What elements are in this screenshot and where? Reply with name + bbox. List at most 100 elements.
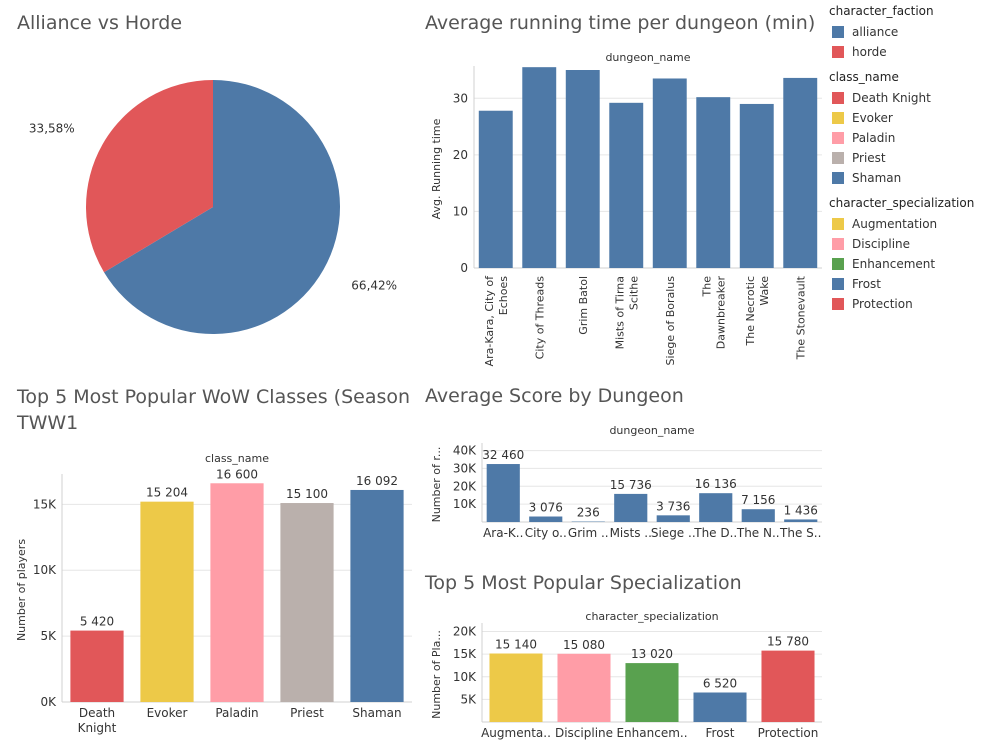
y-tick-label: 0 [460,261,468,275]
x-tick-label: The [700,276,713,298]
legend-item-paladin[interactable]: Paladin [829,128,994,148]
bar-ara-kara-city-of-echoes [486,464,520,522]
x-tick-label: Wake [758,276,771,306]
bar-value-label: 7 156 [741,493,775,507]
bar-death-knight [70,630,124,702]
x-tick-label: Death [79,706,115,720]
legend-item-alliance[interactable]: alliance [829,22,994,42]
legend-swatch [832,152,844,164]
legend-group-specialization: character_specialization Augmentation Di… [829,196,994,314]
y-tick-label: 0K [40,695,57,709]
bar-frost [693,692,747,722]
classes-chart-title: Top 5 Most Popular WoW Classes (Season T… [17,386,411,434]
bar-ara-kara-city-of-echoes [478,110,513,268]
bar-siege-of-boralus [652,78,687,268]
bar-value-label: 236 [577,506,600,520]
x-tick-label: Siege of Boralus [664,276,677,366]
bar-value-label: 15 100 [286,487,328,501]
bar-mists-of-tirna-scithe [614,493,648,522]
x-tick-label: Scithe [627,276,640,310]
x-tick-label: Protection [758,726,819,740]
legend-item-death-knight[interactable]: Death Knight [829,88,994,108]
legend-item-horde[interactable]: horde [829,42,994,62]
legend-group-class: class_name Death Knight Evoker Paladin P… [829,70,994,188]
bar-value-label: 15 780 [767,635,809,649]
score-chart-title: Average Score by Dungeon [425,385,684,407]
x-tick-label: The N.. [736,526,780,540]
specs-chart-title: Top 5 Most Popular Specialization [425,572,742,594]
legend-item-priest[interactable]: Priest [829,148,994,168]
x-tick-label: Frost [706,726,735,740]
legend-swatch [832,218,844,230]
bar-shaman [350,489,404,702]
x-tick-label: Dawnbreaker [714,276,727,350]
x-tick-label: Grim .. [568,526,609,540]
x-tick-label: City of Threads [533,276,546,360]
chart-header: character_specialization [585,610,718,623]
legend-item-discipline[interactable]: Discipline [829,234,994,254]
legend-swatch [832,238,844,250]
y-axis-title: Number of r... [430,447,443,523]
legend-item-enhancement[interactable]: Enhancement [829,254,994,274]
x-tick-label: Echoes [497,276,510,315]
x-tick-label: Mists .. [610,526,652,540]
bar-protection [761,650,815,722]
chart-header: dungeon_name [609,424,694,437]
bar-evoker [140,501,194,702]
legend-swatch [832,112,844,124]
y-tick-label: 20 [453,148,468,162]
y-tick-label: 30 [453,91,468,105]
legend-title: class_name [829,70,899,84]
legend-label: Enhancement [852,257,936,271]
legend-item-shaman[interactable]: Shaman [829,168,994,188]
legend-label: Priest [852,151,886,165]
legend-item-evoker[interactable]: Evoker [829,108,994,128]
bar-grim-batol [565,70,600,268]
pie-slice-horde [86,80,213,273]
y-tick-label: 5K [40,629,57,643]
bar-siege-of-boralus [656,515,690,522]
pie-slice-label: 66,42% [351,278,397,292]
legend-swatch [832,258,844,270]
legend-title: character_faction [829,4,934,18]
pie-slice-alliance [104,80,341,334]
y-tick-label: 20K [453,625,477,639]
x-tick-label: Enhancem.. [616,726,687,740]
bar-value-label: 16 136 [695,477,737,491]
legend-label: Augmentation [852,217,938,231]
bar-city-of-threads [522,67,557,269]
pie-slice-label: 33,58% [29,122,75,136]
y-tick-label: 40K [453,444,477,458]
runtime-chart-title: Average running time per dungeon (min) [425,12,816,34]
bar-mists-of-tirna-scithe [609,102,644,268]
bar-priest [280,503,334,702]
y-axis-title: Avg. Running time [430,118,443,219]
legend-item-protection[interactable]: Protection [829,294,994,314]
legend-item-frost[interactable]: Frost [829,274,994,294]
legend-swatch [832,46,844,58]
legend-swatch [832,278,844,290]
x-tick-label: Ara-K.. [483,526,523,540]
legend-label: Death Knight [852,91,931,105]
legend-item-augmentation[interactable]: Augmentation [829,214,994,234]
legend-swatch [832,132,844,144]
x-tick-label: Priest [290,706,324,720]
legend-label: Protection [852,297,913,311]
bar-value-label: 3 736 [656,499,690,513]
legend-swatch [832,26,844,38]
bar-value-label: 3 076 [529,501,563,515]
legend-label: alliance [852,25,899,39]
bar-the-necrotic-wake [741,509,775,522]
bar-the-stonevault [783,77,818,268]
bar-discipline [557,653,611,722]
legend-swatch [832,298,844,310]
y-tick-label: 10K [453,497,477,511]
bar-value-label: 15 140 [495,638,537,652]
x-tick-label: The S.. [779,526,821,540]
bar-city-of-threads [529,516,563,522]
x-tick-label: The Necrotic [744,276,757,346]
